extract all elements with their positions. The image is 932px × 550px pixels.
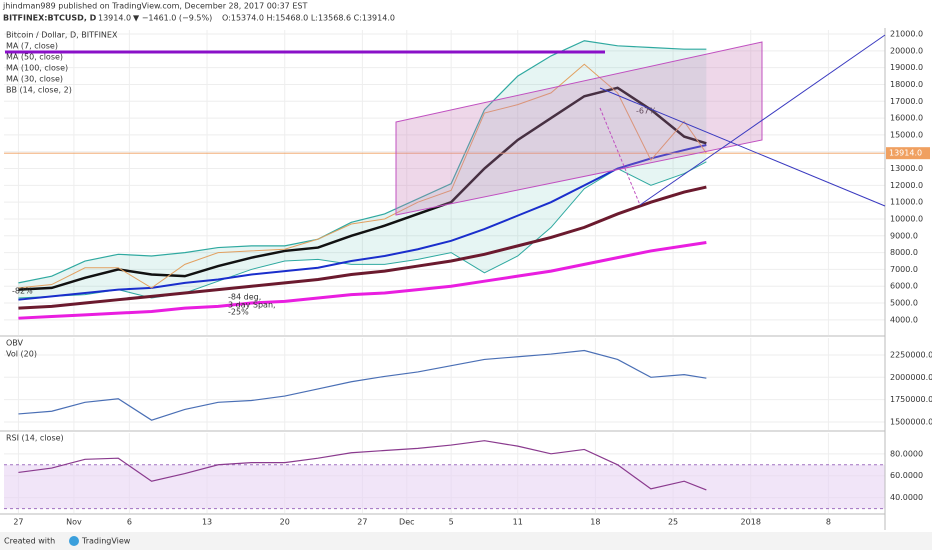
annotation: -84 deg, [228,293,261,302]
series-line [18,40,707,284]
footer-brand: TradingView [81,537,131,546]
x-tick-label: 6 [127,518,132,527]
channel-drawing [395,41,763,216]
x-tick-label: 13 [202,518,212,527]
y-tick-label: 40.0000 [890,493,923,502]
series-line [18,144,707,301]
y-tick-label: 80.0000 [890,449,923,458]
y-tick-label: 16000.0 [890,114,923,123]
legend-entry: MA (7, close) [6,42,58,51]
y-tick-label: 6000.0 [890,282,918,291]
change: ▼ −1461.0 (−9.5%) [133,14,212,23]
x-tick-label: 18 [590,518,600,527]
panel-title: Bitcoin / Dollar, D, BITFINEX [6,31,118,40]
panel-subtitle: Vol (20) [6,350,37,359]
x-tick-label: 11 [513,518,523,527]
y-tick-label: 1500000.0000 [890,417,932,426]
y-tick-label: 21000.0 [890,30,923,39]
y-tick-label: 5000.0 [890,299,918,308]
footer-created: Created with [4,537,55,546]
y-tick-label: 1750000.0000 [890,395,932,404]
x-tick-label: 27 [13,518,23,527]
bb-lower [18,161,707,299]
y-tick-label: 10000.0 [890,214,923,223]
x-tick-label: 8 [826,518,831,527]
y-tick-label: 12000.0 [890,181,923,190]
series-line [18,86,707,291]
y-tick-label: 19000.0 [890,63,923,72]
price-line [18,349,707,421]
x-tick-label: 25 [668,518,678,527]
price-line [18,440,707,491]
symbol: BITFINEX:BTCUSD, D [3,14,97,23]
y-tick-label: 15000.0 [890,130,923,139]
y-tick-label: 18000.0 [890,80,923,89]
legend-entry: MA (50, close) [6,53,63,62]
last: 13914.0 [98,14,131,23]
x-tick-label: 2018 [741,518,761,527]
x-tick-label: Dec [399,518,414,527]
y-tick-label: 13000.0 [890,164,923,173]
panel-title: RSI (14, close) [6,434,64,443]
plots: 4000.0 5000.0 6000.0 7000.0 8000.0 9000.0 1000… [0,28,932,530]
dashed-drawing [599,107,641,206]
x-tick-label: Nov [66,518,82,527]
annotation: -25% [228,308,249,317]
x-tick-label: 5 [449,518,454,527]
y-tick-label: 4000.0 [890,315,918,324]
y-tick-label: 11000.0 [890,198,923,207]
y-tick-label: 20000.0 [890,46,923,55]
price-line [18,63,707,289]
panel-title: OBV [6,339,24,348]
footer-bar [0,532,932,550]
y-tick-label: 7000.0 [890,265,918,274]
legend-entry: BB (14, close, 2) [6,86,72,95]
logo [69,536,79,546]
published: jhindman989 published on TradingView.com… [2,2,307,11]
y-tick-label: 9000.0 [890,231,918,240]
trend-line [639,34,886,206]
y-tick-label: 2250000.0000 [890,350,932,359]
annotation: -67% [636,107,657,116]
legend-entry: MA (100, close) [6,64,68,73]
x-tick-label: 27 [357,518,367,527]
series-line [18,241,707,320]
y-tick-label: 17000.0 [890,97,923,106]
annotation: 3 day Span, [228,301,276,310]
series-line [18,185,707,310]
y-tick-label: 8000.0 [890,248,918,257]
trend-line [599,87,886,207]
ohlc: O:15374.0 H:15468.0 L:13568.6 C:13914.0 [222,14,395,23]
legend-entry: MA (30, close) [6,75,63,84]
x-tick-label: 20 [280,518,290,527]
rsi-band [4,464,885,509]
bb-fill [18,40,707,299]
last-price-box [886,147,930,160]
last-price-label: 13914.0 [889,149,922,158]
y-tick-label: 60.0000 [890,471,923,480]
annotation: -82% [12,287,33,296]
y-tick-label: 2000000.0000 [890,373,932,382]
